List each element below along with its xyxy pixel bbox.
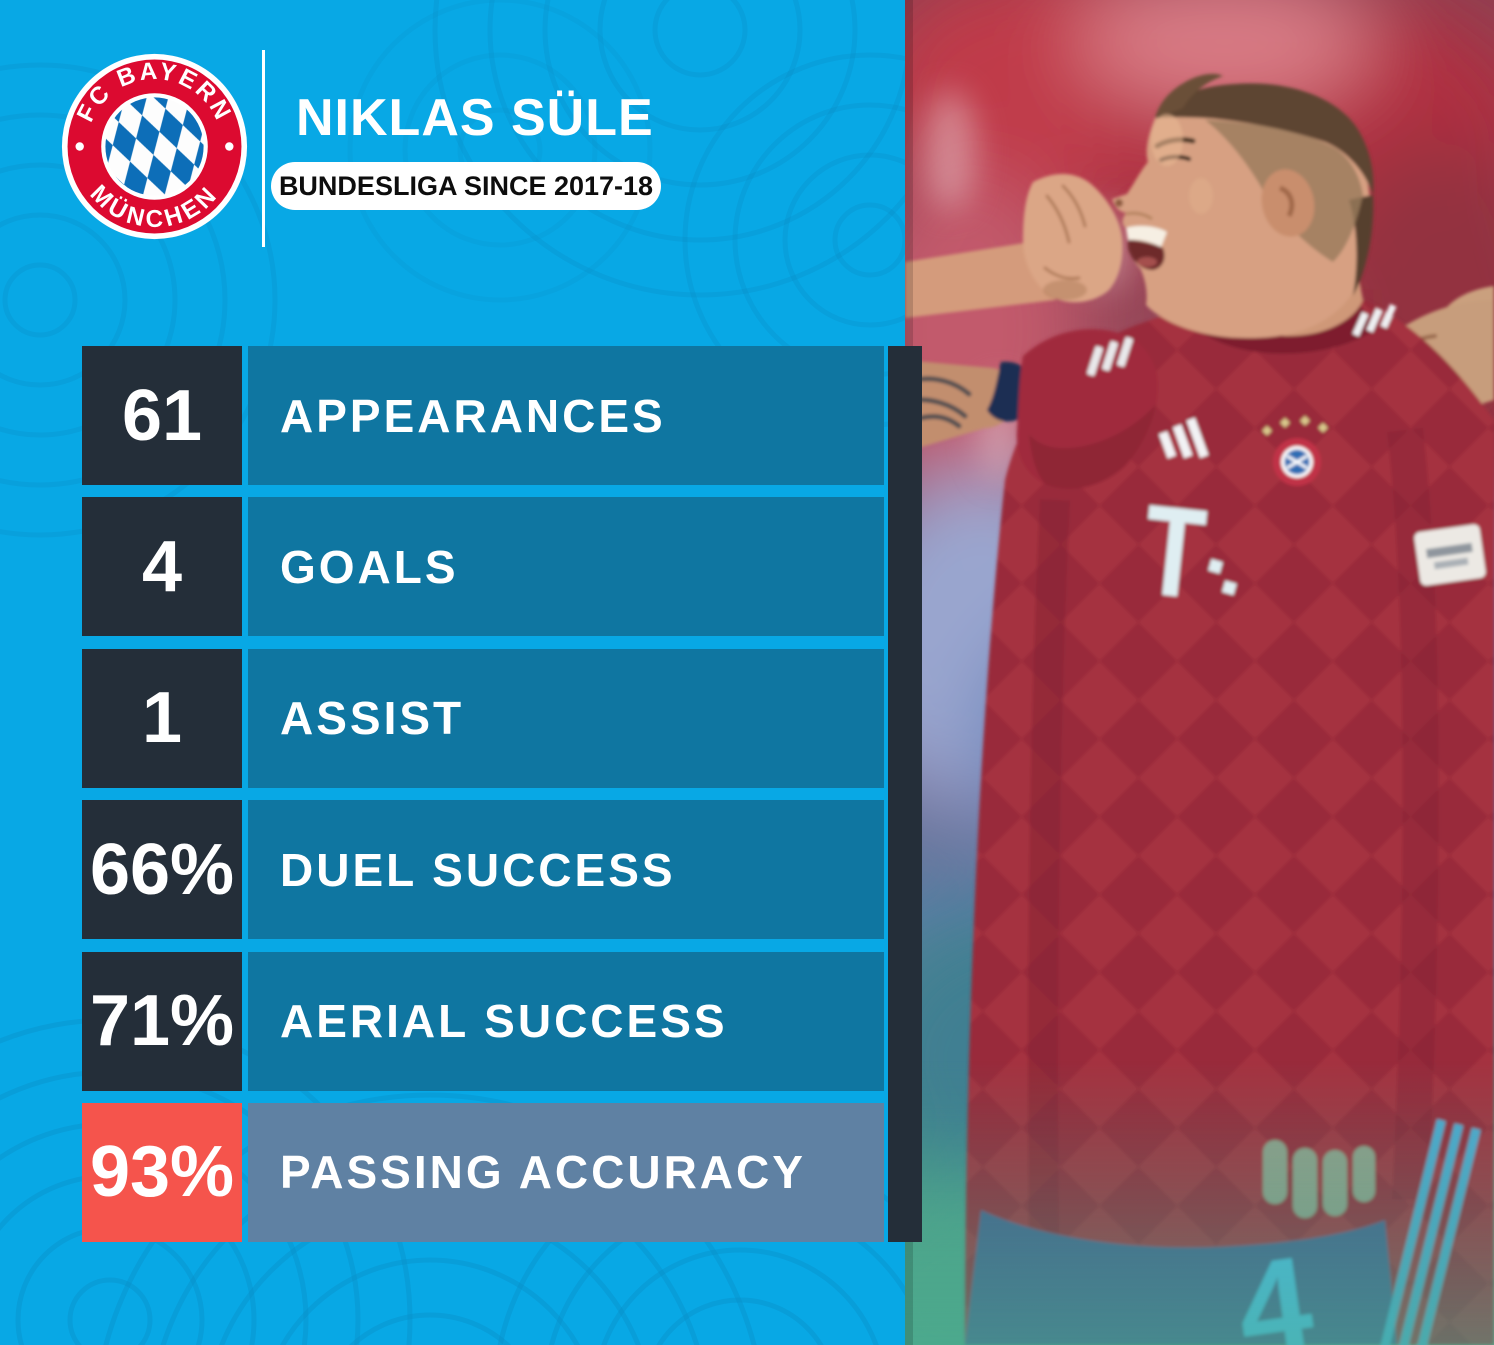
subtitle-badge: BUNDESLIGA SINCE 2017-18 [271, 162, 661, 210]
stat-label: GOALS [248, 497, 884, 637]
stat-row-duel-success: 66% DUEL SUCCESS [82, 800, 884, 940]
club-badge: FC BAYERN MÜNCHEN [61, 53, 248, 240]
stat-value: 66% [82, 800, 242, 940]
stat-row-appearances: 61 APPEARANCES [82, 346, 884, 485]
stat-label: DUEL SUCCESS [248, 800, 884, 940]
stat-row-aerial-success: 71% AERIAL SUCCESS [82, 951, 884, 1091]
stat-label: ASSIST [248, 648, 884, 788]
stat-value: 1 [82, 648, 242, 788]
stat-label: PASSING ACCURACY [248, 1102, 884, 1242]
stat-value: 93% [82, 1102, 242, 1242]
stats-table: 61 APPEARANCES 4 GOALS 1 ASSIST 66% DUEL… [82, 346, 884, 1242]
subtitle-badge-label: BUNDESLIGA SINCE 2017-18 [278, 170, 654, 201]
header-divider [262, 50, 265, 247]
stat-label: APPEARANCES [248, 346, 884, 485]
stat-value: 71% [82, 951, 242, 1091]
page-title: NIKLAS SÜLE [296, 89, 654, 147]
player-photo: 4 [905, 0, 1494, 1345]
stats-end-strip [888, 346, 922, 1242]
stat-label: AERIAL SUCCESS [248, 951, 884, 1091]
stat-value: 4 [82, 497, 242, 637]
stat-row-passing-accuracy: 93% PASSING ACCURACY [82, 1102, 884, 1242]
stat-row-assist: 1 ASSIST [82, 648, 884, 788]
stat-row-goals: 4 GOALS [82, 497, 884, 637]
stat-value: 61 [82, 346, 242, 485]
